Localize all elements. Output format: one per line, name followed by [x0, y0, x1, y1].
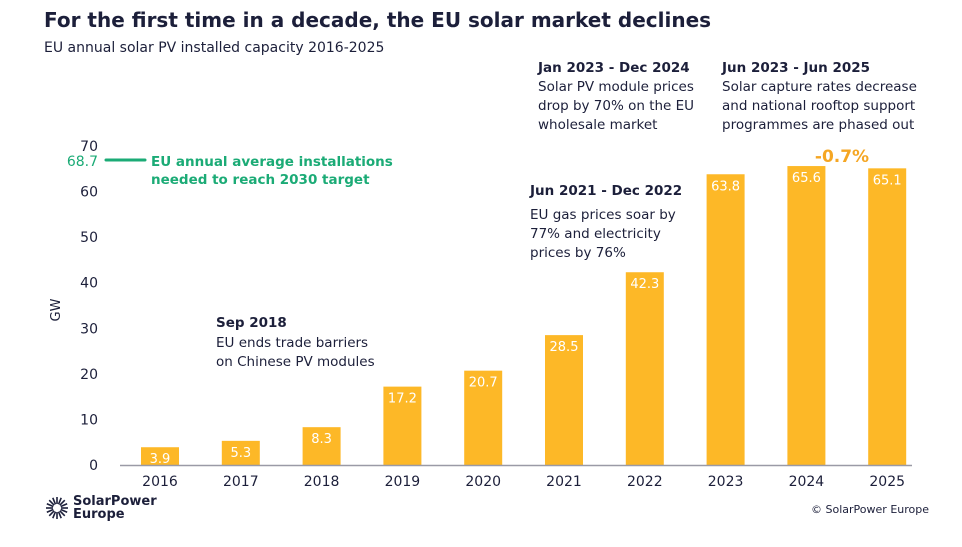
annotation-line: Solar capture rates decrease [722, 79, 917, 95]
solarpower-europe-logo: SolarPower Europe [46, 494, 157, 522]
annotation-title: Jun 2021 - Dec 2022 [529, 183, 682, 199]
x-tick-label: 2024 [789, 474, 825, 490]
sun-ray [57, 511, 62, 519]
bar-2017 [221, 440, 260, 465]
logo-text-line-2: Europe [73, 507, 125, 522]
annotation-line: prices by 76% [530, 245, 626, 261]
target-text-line-1: EU annual average installations [151, 154, 393, 170]
sun-ray [46, 503, 54, 508]
x-tick-label: 2025 [869, 474, 905, 490]
bar-value-label: 42.3 [630, 277, 659, 292]
bar-value-label: 17.2 [388, 392, 417, 407]
bar-2021 [545, 335, 583, 465]
bar-2019 [383, 386, 422, 465]
bar-2020 [464, 370, 503, 465]
sun-ray [46, 508, 54, 513]
sun-ray [60, 503, 68, 508]
bar-2022 [625, 272, 664, 465]
bar-value-label: 65.1 [873, 173, 902, 188]
annotation-2023-2025: Jun 2023 - Jun 2025 Solar capture rates … [721, 60, 917, 133]
y-tick-label: 30 [80, 321, 98, 337]
annotation-2021-2022: Jun 2021 - Dec 2022 EU gas prices soar b… [529, 183, 682, 261]
y-tick-label: 50 [80, 230, 98, 246]
bar-value-label: 8.3 [311, 432, 332, 447]
x-tick-label: 2022 [627, 474, 663, 490]
bar-2018 [302, 427, 341, 465]
y-tick-label: 60 [80, 185, 98, 201]
annotation-title: Jun 2023 - Jun 2025 [721, 60, 870, 76]
sun-ray [52, 497, 57, 505]
bar-2023 [706, 174, 745, 466]
annotation-line: and national rooftop support [722, 98, 915, 114]
annotation-line: drop by 70% on the EU [538, 98, 694, 114]
target-value-label: 68.7 [67, 154, 98, 170]
sun-ray [60, 508, 68, 513]
y-tick-label: 0 [89, 458, 98, 474]
annotation-line: programmes are phased out [722, 117, 914, 133]
bar-value-label: 3.9 [150, 452, 171, 467]
sun-ray [48, 499, 55, 506]
sun-ray [57, 497, 62, 505]
annotation-2023-2024: Jan 2023 - Dec 2024 Solar PV module pric… [537, 60, 694, 133]
target-text-line-2: needed to reach 2030 target [151, 172, 370, 188]
annotation-line: on Chinese PV modules [216, 354, 375, 370]
annotation-line: Solar PV module prices [538, 79, 694, 95]
x-tick-label: 2021 [546, 474, 582, 490]
y-axis-label: GW [49, 298, 64, 321]
annotation-line: EU ends trade barriers [216, 335, 368, 351]
bar-2024 [787, 166, 826, 465]
change-label: -0.7% [815, 147, 869, 167]
bar-value-label: 5.3 [230, 446, 251, 461]
x-tick-label: 2023 [708, 474, 744, 490]
chart-subtitle: EU annual solar PV installed capacity 20… [44, 40, 384, 56]
annotation-line: 77% and electricity [530, 226, 661, 242]
annotation-line: EU gas prices soar by [530, 207, 676, 223]
sun-ray [59, 499, 66, 506]
bar-value-label: 63.8 [711, 179, 740, 194]
copyright: © SolarPower Europe [811, 503, 929, 516]
y-tick-label: 20 [80, 367, 98, 383]
bar-2025 [868, 168, 907, 465]
bar-value-label: 20.7 [469, 376, 498, 391]
annotation-title: Sep 2018 [216, 315, 287, 331]
y-tick-label: 70 [80, 139, 98, 155]
annotation-line: wholesale market [538, 117, 657, 133]
x-tick-label: 2017 [223, 474, 259, 490]
y-tick-label: 10 [80, 412, 98, 428]
sun-ray [59, 510, 66, 517]
sun-icon [46, 497, 68, 519]
y-tick-label: 40 [80, 276, 98, 292]
x-tick-label: 2020 [465, 474, 501, 490]
sun-ray [48, 510, 55, 517]
logo-text-line-1: SolarPower [73, 494, 157, 509]
sun-ray [52, 511, 57, 519]
x-tick-label: 2018 [304, 474, 340, 490]
bar-value-label: 28.5 [550, 340, 579, 355]
x-tick-label: 2016 [142, 474, 178, 490]
chart-title: For the first time in a decade, the EU s… [44, 8, 711, 32]
x-tick-label: 2019 [385, 474, 421, 490]
annotation-sep-2018: Sep 2018 EU ends trade barriers on Chine… [216, 315, 375, 370]
annotation-title: Jan 2023 - Dec 2024 [537, 60, 690, 76]
bar-value-label: 65.6 [792, 171, 821, 186]
bar-2016 [141, 447, 179, 465]
